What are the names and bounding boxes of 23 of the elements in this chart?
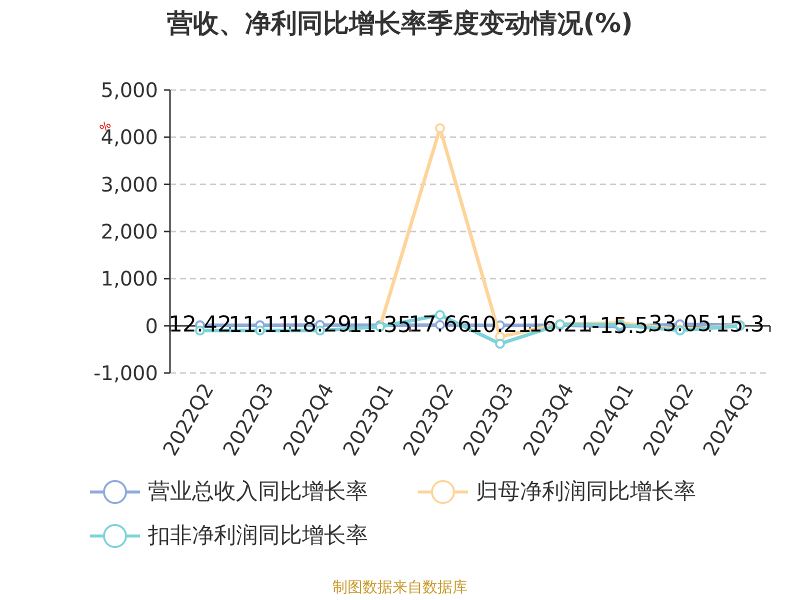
data-label: 11.11	[228, 312, 292, 338]
y-tick-label: 5,000	[100, 78, 158, 102]
point	[495, 338, 505, 349]
data-label: 10.21	[468, 312, 532, 338]
y-tick-label: 3,000	[100, 172, 158, 196]
y-tick-label: 2,000	[100, 220, 158, 244]
point	[435, 123, 445, 134]
data-label: 16.21	[528, 312, 592, 338]
data-label: 15.3	[716, 312, 764, 338]
data-label: 11.35	[348, 312, 412, 338]
data-label: 33.05	[648, 312, 712, 337]
text: 制图数据来自数据库	[332, 578, 468, 596]
data-label: 17.66	[408, 312, 472, 338]
legend-label: 营业总收入同比增长率	[148, 480, 368, 504]
chart-title: 营收、净利同比增长率季度变动情况(%)	[166, 9, 633, 39]
legend-label: 扣非净利润同比增长率	[147, 524, 368, 548]
legend-label: 归母净利润同比增长率	[476, 480, 696, 504]
data-label: 12.42	[168, 312, 232, 338]
data-label: -15.5	[592, 314, 648, 340]
y-tick-label: 0	[145, 314, 158, 338]
y-tick-label: 1,000	[100, 266, 158, 291]
y-tick-label: -1,000	[94, 361, 158, 385]
data-label: 18.29	[288, 312, 352, 338]
